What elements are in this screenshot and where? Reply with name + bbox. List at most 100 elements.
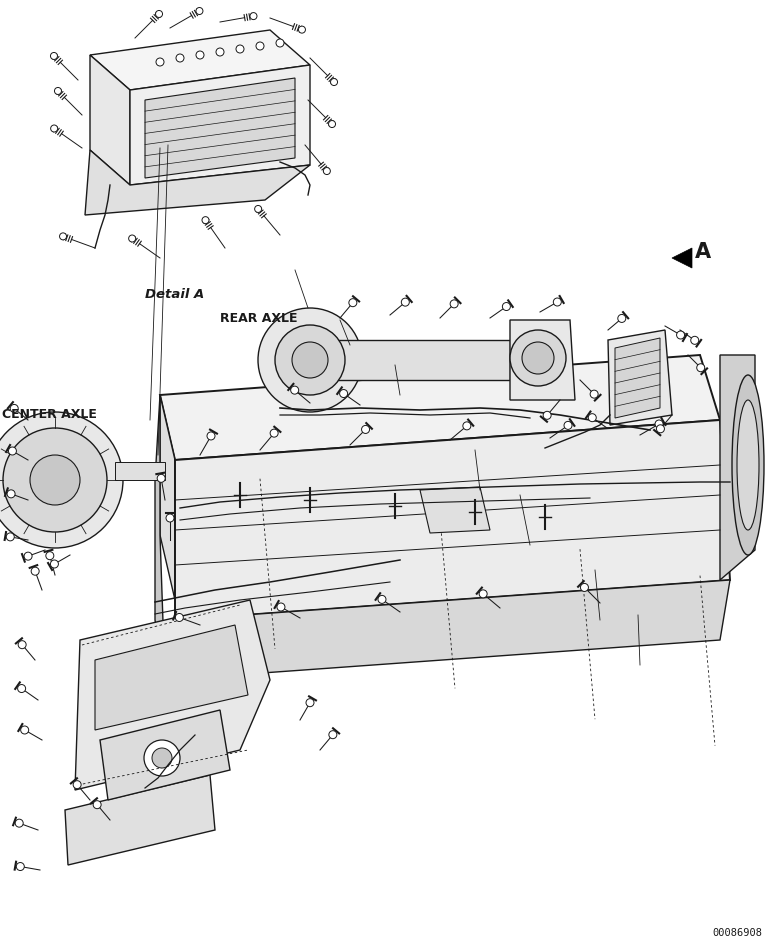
- Text: REAR AXLE: REAR AXLE: [220, 312, 297, 325]
- Ellipse shape: [732, 375, 764, 555]
- Circle shape: [258, 308, 362, 412]
- Circle shape: [166, 514, 174, 522]
- Circle shape: [157, 474, 165, 482]
- Circle shape: [502, 303, 510, 310]
- Circle shape: [24, 552, 32, 560]
- Circle shape: [270, 429, 278, 437]
- Circle shape: [292, 342, 328, 378]
- Circle shape: [676, 331, 684, 339]
- Circle shape: [522, 342, 554, 374]
- Circle shape: [50, 125, 57, 132]
- Circle shape: [176, 54, 184, 62]
- Circle shape: [15, 819, 23, 828]
- Circle shape: [16, 863, 24, 870]
- Polygon shape: [175, 420, 730, 620]
- Circle shape: [510, 330, 566, 386]
- Circle shape: [18, 684, 26, 693]
- Polygon shape: [65, 775, 215, 865]
- Circle shape: [402, 298, 409, 307]
- Polygon shape: [165, 580, 730, 680]
- Circle shape: [564, 421, 572, 429]
- Circle shape: [580, 584, 588, 591]
- Circle shape: [618, 314, 626, 323]
- Circle shape: [7, 490, 15, 498]
- Circle shape: [236, 45, 244, 53]
- Circle shape: [50, 52, 57, 60]
- Circle shape: [450, 300, 458, 307]
- Circle shape: [656, 425, 664, 433]
- Circle shape: [378, 595, 386, 604]
- Polygon shape: [510, 320, 575, 400]
- Circle shape: [588, 414, 596, 421]
- Polygon shape: [75, 600, 270, 790]
- Circle shape: [324, 168, 330, 175]
- Circle shape: [176, 613, 183, 622]
- Polygon shape: [160, 395, 175, 600]
- Circle shape: [207, 432, 215, 440]
- Text: A: A: [695, 242, 711, 262]
- Polygon shape: [95, 625, 248, 730]
- Circle shape: [277, 603, 285, 611]
- Circle shape: [202, 216, 209, 224]
- Circle shape: [9, 447, 16, 455]
- Circle shape: [250, 12, 257, 20]
- Circle shape: [276, 39, 284, 47]
- Circle shape: [697, 363, 705, 372]
- Circle shape: [31, 568, 39, 575]
- Circle shape: [10, 404, 19, 413]
- Circle shape: [340, 389, 348, 398]
- Circle shape: [60, 233, 67, 240]
- Circle shape: [156, 10, 163, 17]
- Circle shape: [256, 42, 264, 50]
- Circle shape: [21, 726, 29, 734]
- Text: Detail A: Detail A: [145, 288, 204, 301]
- Polygon shape: [155, 395, 165, 680]
- Circle shape: [306, 698, 314, 707]
- Ellipse shape: [737, 400, 759, 530]
- Bar: [115, 462, 165, 480]
- Circle shape: [128, 235, 135, 242]
- Text: 00086908: 00086908: [712, 928, 762, 938]
- Bar: [310, 340, 510, 380]
- Circle shape: [590, 390, 598, 399]
- Polygon shape: [90, 55, 130, 185]
- Circle shape: [144, 740, 180, 776]
- Circle shape: [156, 58, 164, 66]
- Circle shape: [275, 325, 345, 395]
- Circle shape: [291, 386, 299, 394]
- Circle shape: [655, 420, 663, 428]
- Circle shape: [299, 27, 306, 33]
- Circle shape: [46, 551, 54, 560]
- Circle shape: [349, 299, 357, 307]
- Circle shape: [0, 412, 123, 548]
- Circle shape: [54, 87, 61, 95]
- Circle shape: [93, 801, 101, 809]
- Circle shape: [3, 428, 107, 532]
- Polygon shape: [100, 710, 230, 800]
- Circle shape: [196, 8, 203, 14]
- Polygon shape: [420, 487, 490, 533]
- Polygon shape: [130, 65, 310, 185]
- Circle shape: [690, 336, 699, 344]
- Circle shape: [50, 560, 58, 568]
- Circle shape: [553, 298, 561, 306]
- Circle shape: [463, 422, 471, 430]
- Circle shape: [216, 48, 224, 56]
- Circle shape: [329, 731, 337, 738]
- Polygon shape: [615, 338, 660, 418]
- Polygon shape: [720, 355, 755, 580]
- Text: CENTER AXLE: CENTER AXLE: [2, 408, 97, 421]
- Circle shape: [361, 425, 369, 434]
- Circle shape: [255, 205, 262, 213]
- Circle shape: [6, 533, 14, 541]
- Circle shape: [152, 748, 172, 768]
- Circle shape: [479, 590, 487, 598]
- Polygon shape: [90, 30, 310, 90]
- Circle shape: [330, 79, 337, 85]
- Circle shape: [74, 781, 81, 789]
- Polygon shape: [160, 355, 720, 460]
- Circle shape: [328, 121, 336, 127]
- Circle shape: [543, 411, 551, 419]
- Circle shape: [196, 51, 204, 59]
- Polygon shape: [85, 150, 310, 215]
